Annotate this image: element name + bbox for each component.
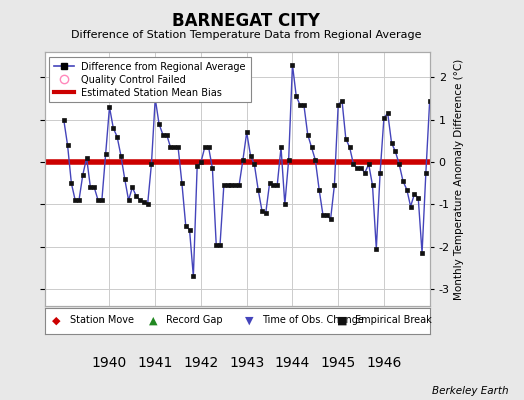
Text: 1946: 1946 (366, 356, 401, 370)
Text: ◆: ◆ (52, 316, 61, 326)
Text: 1940: 1940 (92, 356, 127, 370)
Text: ■: ■ (337, 316, 348, 326)
Text: Difference of Station Temperature Data from Regional Average: Difference of Station Temperature Data f… (71, 30, 421, 40)
Text: ▼: ▼ (245, 316, 253, 326)
Text: ▲: ▲ (148, 316, 157, 326)
Text: 1941: 1941 (137, 356, 173, 370)
Y-axis label: Monthly Temperature Anomaly Difference (°C): Monthly Temperature Anomaly Difference (… (454, 58, 464, 300)
Text: 1945: 1945 (321, 356, 356, 370)
Text: 1942: 1942 (183, 356, 219, 370)
Text: BARNEGAT CITY: BARNEGAT CITY (172, 12, 320, 30)
Text: Berkeley Earth: Berkeley Earth (432, 386, 508, 396)
Text: 1943: 1943 (229, 356, 264, 370)
Text: Empirical Break: Empirical Break (355, 316, 431, 326)
Text: Station Move: Station Move (70, 316, 134, 326)
Text: 1944: 1944 (275, 356, 310, 370)
Legend: Difference from Regional Average, Quality Control Failed, Estimated Station Mean: Difference from Regional Average, Qualit… (49, 57, 251, 102)
Text: Time of Obs. Change: Time of Obs. Change (262, 316, 364, 326)
Text: Record Gap: Record Gap (166, 316, 223, 326)
